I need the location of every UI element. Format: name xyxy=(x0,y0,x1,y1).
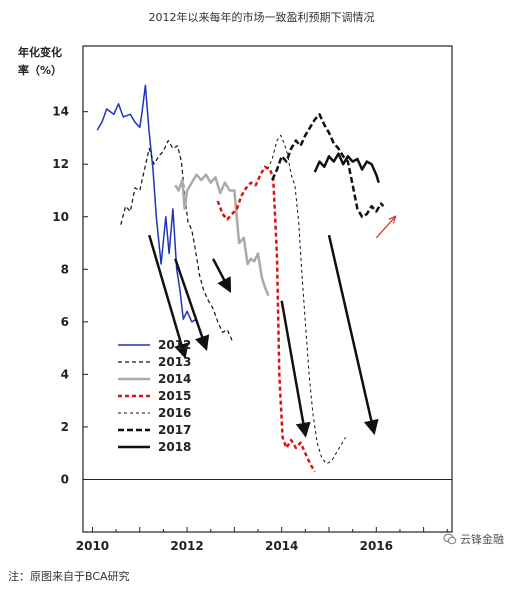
legend-label-2013: 2013 xyxy=(158,355,191,369)
y-tick-label: 0 xyxy=(61,472,69,486)
series-line-2012 xyxy=(96,84,202,333)
y-tick-label: 6 xyxy=(61,315,69,329)
y-tick-label: 2 xyxy=(61,420,69,434)
chart-title: 2012年以来每年的市场一致盈利预期下调情况 xyxy=(148,11,375,24)
upward-arrow xyxy=(375,217,395,239)
legend-label-2018: 2018 xyxy=(158,440,191,454)
x-tick-label: 2010 xyxy=(76,539,109,553)
plot-frame xyxy=(82,45,453,533)
watermark: 云锋金融 xyxy=(443,531,504,547)
y-axis-label-line-1: 年化变化 xyxy=(18,45,62,59)
series-line-2015 xyxy=(216,165,316,473)
watermark-text: 云锋金融 xyxy=(460,533,504,546)
y-tick-label: 8 xyxy=(61,262,69,276)
y-tick-label: 14 xyxy=(52,105,69,119)
y-axis-label-line-2: 率（%） xyxy=(18,63,62,77)
wechat-icon xyxy=(443,533,457,545)
downward-arrow xyxy=(327,234,379,436)
downward-arrow xyxy=(211,258,232,293)
y-tick-label: 10 xyxy=(52,210,69,224)
series-line-2014 xyxy=(174,173,270,297)
legend-label-2017: 2017 xyxy=(158,423,191,437)
x-tick-label: 2012 xyxy=(170,539,203,553)
series-line-2017 xyxy=(271,113,385,219)
source-note: 注：原图来自于BCA研究 xyxy=(8,570,130,583)
legend-label-2012: 2012 xyxy=(158,338,191,352)
downward-arrow xyxy=(174,258,210,351)
x-tick-label: 2014 xyxy=(265,539,298,553)
y-tick-label: 4 xyxy=(61,367,69,381)
downward-arrow xyxy=(148,234,189,359)
y-tick-label: 12 xyxy=(52,157,69,171)
downward-arrow xyxy=(280,300,311,438)
series-line-2016 xyxy=(267,134,347,465)
series-line-2013 xyxy=(120,140,233,341)
series-line-2018 xyxy=(313,152,380,183)
legend-label-2015: 2015 xyxy=(158,389,191,403)
legend-label-2016: 2016 xyxy=(158,406,191,420)
x-tick-label: 2016 xyxy=(360,539,393,553)
legend-label-2014: 2014 xyxy=(158,372,191,386)
